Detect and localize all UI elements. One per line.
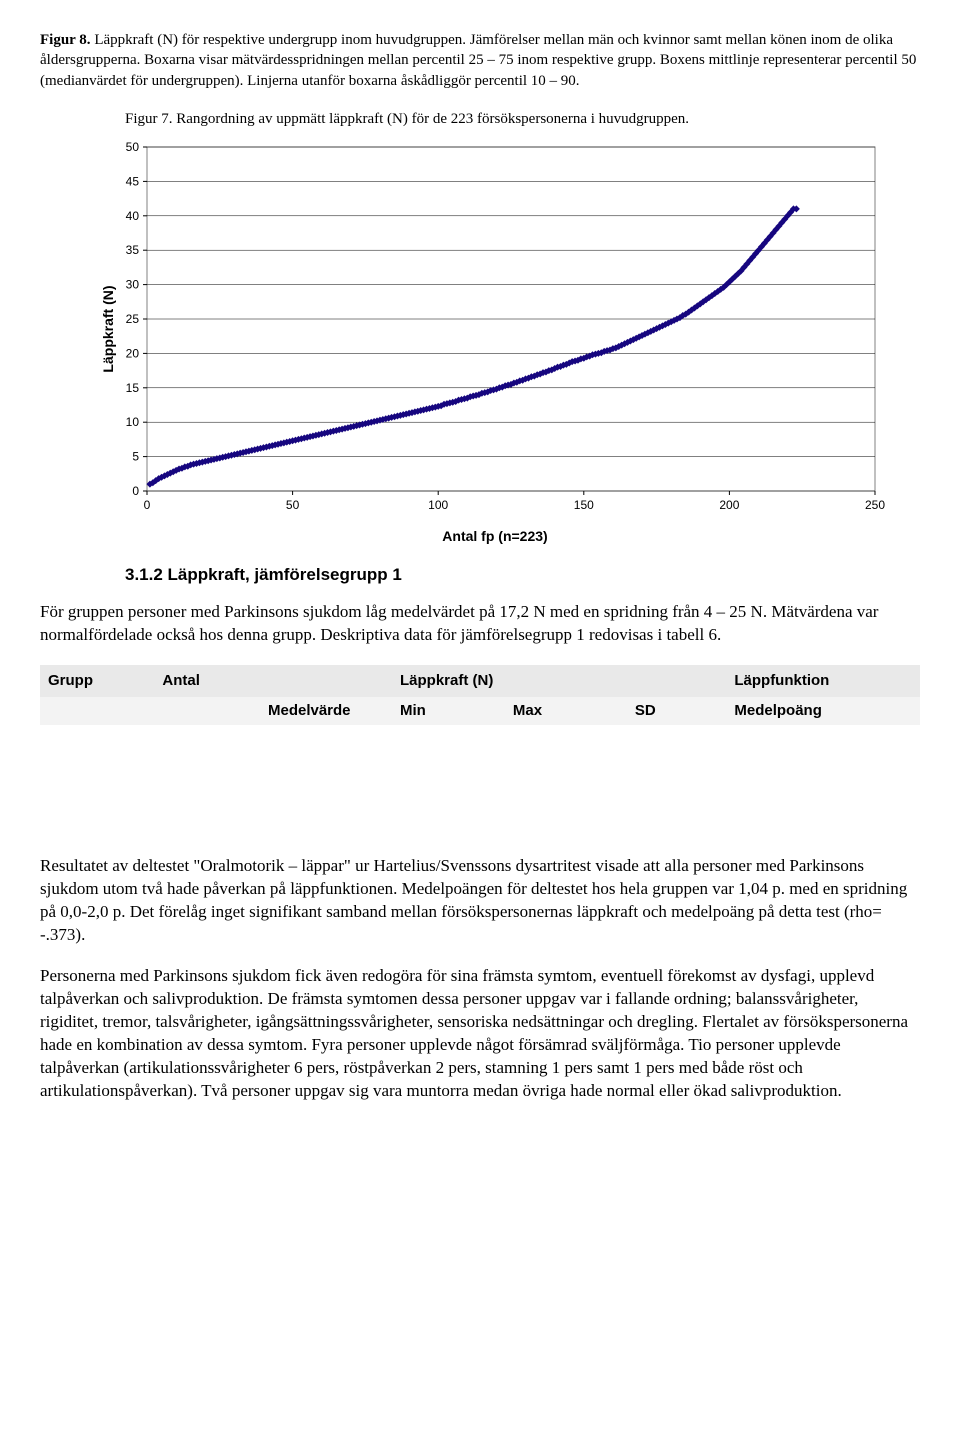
- svg-text:25: 25: [126, 312, 140, 326]
- figure-7-caption: Figur 7. Rangordning av uppmätt läppkraf…: [125, 109, 880, 129]
- svg-text:50: 50: [286, 498, 300, 512]
- table-header-cell: SD: [627, 697, 726, 725]
- table-header-cell: Läppkraft (N): [392, 665, 726, 697]
- svg-text:20: 20: [126, 346, 140, 360]
- svg-text:5: 5: [132, 450, 139, 464]
- svg-text:40: 40: [126, 209, 140, 223]
- table-header-cell: Max: [505, 697, 627, 725]
- lip-force-chart: Läppkraft (N) 05101520253035404550050100…: [105, 139, 885, 519]
- section-3-1-2-heading: 3.1.2 Läppkraft, jämförelsegrupp 1: [125, 564, 920, 587]
- svg-text:200: 200: [719, 498, 739, 512]
- table-row: Grupp Antal Läppkraft (N) Läppfunktion: [40, 665, 920, 697]
- table-6: Grupp Antal Läppkraft (N) Läppfunktion M…: [40, 665, 920, 726]
- chart-y-axis-label: Läppkraft (N): [99, 285, 118, 372]
- svg-text:35: 35: [126, 243, 140, 257]
- figure-8-text: Läppkraft (N) för respektive undergrupp …: [40, 32, 916, 89]
- table-header-cell: Grupp: [40, 665, 154, 697]
- figure-8-caption: Figur 8. Läppkraft (N) för respektive un…: [40, 30, 920, 91]
- results-p2: Personerna med Parkinsons sjukdom fick ä…: [40, 965, 920, 1103]
- table-header-cell: Medelpoäng: [726, 697, 920, 725]
- svg-text:0: 0: [132, 484, 139, 498]
- svg-text:50: 50: [126, 140, 140, 154]
- svg-text:0: 0: [144, 498, 151, 512]
- svg-text:15: 15: [126, 381, 140, 395]
- results-p1: Resultatet av deltestet "Oralmotorik – l…: [40, 855, 920, 947]
- svg-text:250: 250: [865, 498, 885, 512]
- table-header-cell: Medelvärde: [260, 697, 392, 725]
- chart-x-axis-label: Antal fp (n=223): [105, 527, 885, 546]
- figure-7-text: Rangordning av uppmätt läppkraft (N) för…: [173, 111, 690, 127]
- svg-text:150: 150: [574, 498, 594, 512]
- svg-text:30: 30: [126, 278, 140, 292]
- figure-8-lead: Figur 8.: [40, 32, 91, 48]
- table-header-cell: Läppfunktion: [726, 665, 920, 697]
- table-row: Medelvärde Min Max SD Medelpoäng: [40, 697, 920, 725]
- svg-text:10: 10: [126, 415, 140, 429]
- svg-text:100: 100: [428, 498, 448, 512]
- section-3-1-2-p1: För gruppen personer med Parkinsons sjuk…: [40, 601, 920, 647]
- figure-7-lead: Figur 7.: [125, 111, 173, 127]
- chart-svg: 0 5 10 15 20 25 30 35 40 45 50 0 50 100 150 200 250: [105, 139, 885, 519]
- svg-text:45: 45: [126, 174, 140, 188]
- table-header-cell: Min: [392, 697, 505, 725]
- table-header-cell: Antal: [154, 665, 260, 697]
